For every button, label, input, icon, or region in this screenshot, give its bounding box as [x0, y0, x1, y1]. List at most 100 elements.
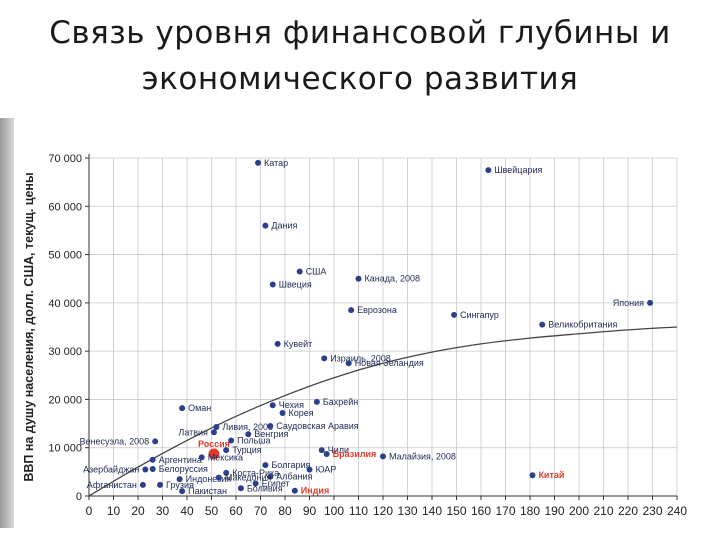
x-tick-label: 110 [349, 504, 368, 518]
point-грузия [157, 481, 164, 488]
point-сингапур-label: Сингапур [460, 310, 499, 320]
point-венесуэла-2008 [152, 438, 159, 445]
x-tick-label: 40 [180, 504, 194, 518]
point-сингапур [451, 311, 458, 318]
x-tick-label: 70 [254, 504, 268, 518]
x-tick-label: 220 [618, 504, 638, 518]
point-кувейт-label: Кувейт [284, 339, 313, 349]
x-tick-label: 240 [667, 504, 687, 518]
point-польша [228, 437, 235, 444]
point-малайзия-2008 [380, 453, 386, 460]
point-аргентина-label: Аргентина [159, 455, 202, 465]
slide-title: Связь уровня финансовой глубины и эконом… [0, 10, 720, 102]
point-бразилия-label: Бразилия [333, 449, 377, 459]
point-израиль-2008 [321, 355, 328, 362]
y-tick-label: 0 [76, 491, 82, 503]
x-tick-label: 30 [156, 504, 170, 518]
point-мексика [198, 454, 205, 461]
y-axis-label: ВВП на душу населения, долл. США, текущ.… [22, 172, 36, 481]
x-tick-label: 50 [205, 504, 219, 518]
y-tick-label: 40 000 [48, 298, 82, 310]
point-белоруссия-label: Белоруссия [159, 464, 208, 474]
x-tick-label: 90 [303, 504, 317, 518]
point-болгария-label: Болгария [271, 460, 310, 470]
point-новая-зеландия [345, 360, 352, 367]
point-катар-label: Катар [264, 158, 288, 168]
point-япония-label: Япония [613, 298, 644, 308]
point-дания [262, 222, 269, 229]
y-tick-label: 60 000 [48, 201, 82, 213]
x-tick-label: 200 [569, 504, 589, 518]
point-бразилия [323, 450, 330, 457]
point-македония-label: Македония [225, 473, 272, 483]
point-юар [306, 466, 313, 473]
point-индонезия [176, 476, 183, 483]
point-азербайджан [142, 466, 149, 473]
x-tick-label: 230 [642, 504, 662, 518]
point-канада-2008-label: Канада, 2008 [365, 274, 421, 284]
point-китай-label: Китай [538, 470, 564, 480]
x-tick-label: 0 [86, 504, 93, 518]
point-еврозона [348, 307, 355, 314]
point-бахрейн [313, 398, 320, 405]
point-юар-label: ЮАР [316, 464, 337, 474]
point-турция-label: Турция [232, 445, 262, 455]
x-tick-label: 60 [229, 504, 243, 518]
point-малайзия-2008-label: Малайзия, 2008 [389, 451, 456, 461]
point-индия [291, 487, 298, 494]
point-мексика-label: Мексика [208, 452, 243, 462]
x-tick-label: 160 [471, 504, 491, 518]
point-боливия [237, 485, 244, 492]
point-коста-рика-label: Коста-Рика [232, 468, 279, 478]
point-бахрейн-label: Бахрейн [323, 397, 358, 407]
axes: 0 10 20 30 40 50 60 70 80 90 100 110 120 130 140 150 160… [48, 153, 687, 518]
point-ливия-2008 [213, 423, 220, 430]
point-корея [279, 409, 286, 416]
point-швеция [269, 281, 276, 288]
y-tick-label: 10 000 [48, 443, 82, 455]
point-япония [647, 299, 654, 306]
scan-edge [0, 118, 14, 528]
x-tick-label: 140 [422, 504, 442, 518]
x-tick-label: 170 [495, 504, 515, 518]
trend-line [88, 326, 678, 497]
x-tick-label: 180 [520, 504, 540, 518]
point-чили-label: Чили [328, 445, 349, 455]
point-индия-label: Индия [301, 486, 329, 496]
point-сша-label: США [306, 266, 327, 276]
y-tick-label: 50 000 [48, 250, 82, 262]
point-новая-зеландия-label: Новая Зеландия [355, 358, 424, 368]
x-tick-label: 10 [107, 504, 121, 518]
point-азербайджан-label: Азербайджан [83, 464, 139, 474]
point-польша-label: Польша [237, 435, 270, 445]
point-венгрия [245, 431, 252, 438]
point-болгария [262, 462, 269, 469]
point-ливия-2008-label: Ливия, 2008 [222, 422, 273, 432]
scatter-chart: 0 10 20 30 40 50 60 70 80 90 100 110 120 130 140 150 160… [22, 153, 687, 518]
slide-title-line-1: Связь уровня финансовой глубины и [49, 15, 671, 51]
point-саудовская-аравия [267, 422, 274, 429]
x-tick-label: 130 [397, 504, 417, 518]
point-латвия-label: Латвия [178, 427, 208, 437]
y-tick-label: 70 000 [48, 153, 82, 165]
x-tick-label: 100 [324, 504, 344, 518]
point-великобритания-label: Великобритания [548, 320, 617, 330]
point-швейцария-label: Швейцария [494, 165, 542, 175]
point-македония [215, 474, 222, 481]
point-грузия-label: Грузия [166, 480, 194, 490]
point-венесуэла-2008-label: Венесуэла, 2008 [80, 436, 150, 446]
x-tick-label: 210 [593, 504, 613, 518]
point-великобритания [539, 321, 546, 328]
point-пакистан [179, 488, 186, 495]
point-латвия [210, 429, 217, 436]
point-пакистан-label: Пакистан [188, 486, 227, 496]
point-швейцария [485, 167, 492, 174]
point-чехия-label: Чехия [279, 400, 304, 410]
slide-title-line-2: экономического развития [141, 61, 579, 97]
point-чили [318, 447, 325, 454]
point-израиль-2008-label: Израиль, 2008 [330, 353, 391, 363]
point-канада-2008 [355, 275, 362, 282]
point-россия [208, 448, 220, 460]
point-индонезия-label: Индонезия [186, 474, 232, 484]
y-tick-label: 30 000 [48, 346, 82, 358]
